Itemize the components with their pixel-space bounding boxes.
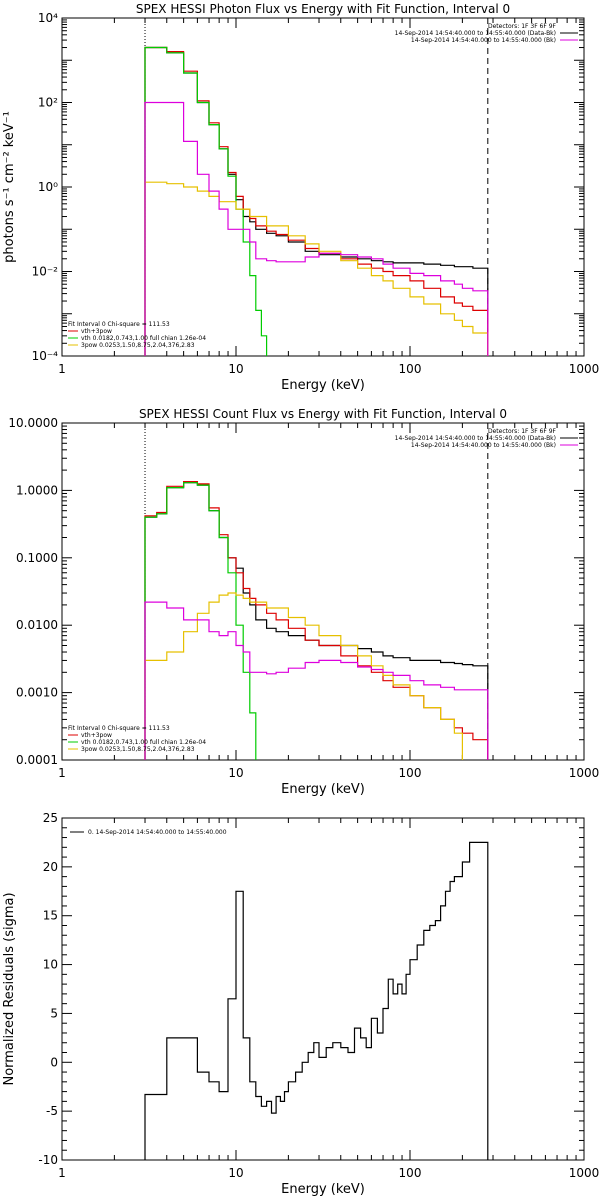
legend-entry: 14-Sep-2014 14:54:40.000 to 14:55:40.000…	[411, 442, 556, 449]
series-line-vth	[144, 46, 268, 356]
series-line-3pow	[144, 592, 463, 760]
legend-entry: vth+3pow	[81, 328, 112, 335]
x-axis: 1 10 100 1000	[58, 18, 599, 376]
y-tick-label: 10.0000	[8, 416, 58, 430]
legend-top: 0. 14-Sep-2014 14:54:40.000 to 14:55:40.…	[70, 829, 227, 836]
x-tick-label: 10	[228, 766, 243, 780]
legend-entry: 14-Sep-2014 14:54:40.000 to 14:55:40.000…	[395, 30, 556, 37]
series-group	[144, 481, 489, 760]
x-tick-label: 1	[58, 362, 66, 376]
y-axis: -10 -5 0 5 10 15 20 25	[38, 811, 584, 1167]
x-tick-label: 1000	[569, 362, 600, 376]
x-tick-label: 1000	[569, 1166, 600, 1180]
legend-entry: Detectors: 1F 3F 6F 9F	[488, 23, 557, 30]
y-tick-label: 5	[50, 1006, 58, 1020]
y-axis: 10⁻⁴ 10⁻² 10⁰ 10² 10⁴	[32, 11, 584, 363]
series-group	[144, 46, 489, 356]
plot-frame	[61, 817, 585, 1161]
y-tick-label: 0.1000	[16, 551, 58, 565]
y-axis-label: Normalized Residuals (sigma)	[2, 892, 17, 1085]
x-tick-label: 10	[228, 1166, 243, 1180]
x-tick-label: 100	[399, 766, 422, 780]
chart-panel-2: SPEX HESSI Count Flux vs Energy with Fit…	[8, 407, 599, 797]
fit-summary: Fit Interval 0 Chi-square = 111.53	[68, 725, 170, 732]
y-tick-label: 0	[50, 1055, 58, 1069]
series-line-bk	[144, 101, 489, 356]
x-axis: 1 10 100 1000	[58, 818, 599, 1180]
y-tick-label: 1.0000	[16, 483, 58, 497]
y-tick-label: 10⁰	[38, 180, 58, 194]
y-axis: 0.0001 0.0010 0.0100 0.1000 1.0000 10.0000	[8, 416, 584, 767]
plot-frame	[61, 422, 585, 761]
x-tick-label: 10	[228, 362, 243, 376]
x-axis-label: Energy (keV)	[281, 1182, 365, 1197]
y-tick-label: 10⁻⁴	[32, 349, 59, 363]
y-tick-label: 10²	[38, 96, 58, 110]
legend-fit: Fit Interval 0 Chi-square = 111.53vth+3p…	[68, 725, 206, 753]
series-line-vth-3pow	[144, 46, 489, 356]
y-tick-label: -10	[38, 1153, 58, 1167]
fit-summary: Fit Interval 0 Chi-square = 111.53	[68, 321, 170, 328]
legend-entry: vth 0.0182,0.743,1.00 full chian 1.26e-0…	[81, 335, 206, 342]
x-tick-label: 1000	[569, 766, 600, 780]
x-tick-label: 100	[399, 362, 422, 376]
series-line-vth-3pow	[144, 481, 489, 760]
y-tick-label: 25	[43, 811, 58, 825]
legend-fit: Fit Interval 0 Chi-square = 111.53vth+3p…	[68, 321, 206, 349]
x-tick-label: 100	[399, 1166, 422, 1180]
x-tick-label: 1	[58, 1166, 66, 1180]
legend-entry: Detectors: 1F 3F 6F 9F	[488, 428, 557, 435]
y-tick-label: 0.0001	[16, 753, 58, 767]
y-tick-label: 10⁻²	[32, 265, 59, 279]
legend-entry: 0. 14-Sep-2014 14:54:40.000 to 14:55:40.…	[88, 829, 227, 836]
plot-frame	[61, 17, 585, 357]
y-tick-label: 10⁴	[38, 11, 58, 25]
series-group	[144, 841, 489, 1160]
y-tick-label: 0.0010	[16, 686, 58, 700]
legend-entry: 14-Sep-2014 14:54:40.000 to 14:55:40.000…	[411, 37, 556, 44]
y-axis-label: photons s⁻¹ cm⁻² keV⁻¹	[2, 111, 17, 263]
y-tick-label: 0.0100	[16, 618, 58, 632]
legend-entry: vth+3pow	[81, 732, 112, 739]
x-axis-label: Energy (keV)	[281, 378, 365, 393]
series-line-data-bk	[144, 482, 489, 760]
y-tick-label: 20	[43, 860, 58, 874]
y-tick-label: -5	[46, 1104, 58, 1118]
series-line-vth	[144, 482, 257, 760]
x-tick-label: 1	[58, 766, 66, 780]
x-axis-label: Energy (keV)	[281, 782, 365, 797]
chart-panel-1: SPEX HESSI Photon Flux vs Energy with Fi…	[2, 2, 599, 393]
y-tick-label: 10	[43, 958, 58, 972]
y-tick-label: 15	[43, 909, 58, 923]
chart-title: SPEX HESSI Photon Flux vs Energy with Fi…	[136, 2, 510, 16]
chart-title: SPEX HESSI Count Flux vs Energy with Fit…	[139, 407, 507, 421]
chart-panel-3: 1 10 100 1000 Energy (keV) -10 -5 0 5 10 15 20 25 Nor…	[2, 811, 599, 1197]
legend-entry: 14-Sep-2014 14:54:40.000 to 14:55:40.000…	[395, 435, 556, 442]
legend-entry: 3pow 0.0253,1.50,8.75,2.04,376,2.83	[81, 746, 195, 753]
legend-entry: vth 0.0182,0.743,1.00 full chian 1.26e-0…	[81, 739, 206, 746]
series-line-3pow	[144, 181, 489, 356]
series-line-bk	[144, 601, 489, 760]
legend-entry: 3pow 0.0253,1.50,8.75,2.04,376,2.83	[81, 342, 195, 349]
series-line-0-14-sep-2014-14-54-40-000-to-14-55-40-000	[144, 841, 489, 1160]
series-line-data-bk	[144, 46, 489, 356]
